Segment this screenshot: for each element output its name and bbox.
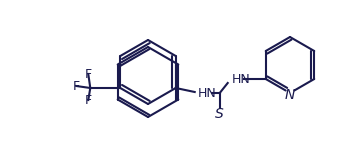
Text: F: F (85, 68, 92, 80)
Text: N: N (285, 88, 295, 102)
Text: S: S (215, 107, 224, 121)
Text: F: F (73, 80, 80, 92)
Text: HN: HN (198, 87, 217, 100)
Text: F: F (85, 93, 92, 107)
Text: HN: HN (232, 72, 251, 85)
